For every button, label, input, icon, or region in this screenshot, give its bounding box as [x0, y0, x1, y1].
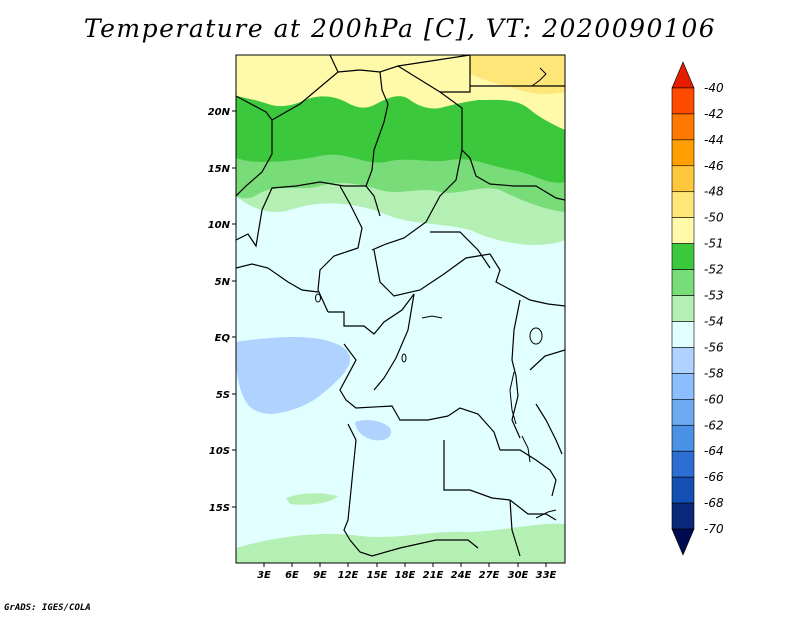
legend-label: -62 — [704, 418, 724, 432]
lat-label-15s: 15S — [209, 503, 230, 514]
legend-label: -52 — [704, 263, 724, 277]
legend-swatch — [671, 139, 695, 167]
legend-label: -40 — [704, 81, 724, 95]
lat-label-eq: EQ — [215, 333, 231, 344]
lat-label-20n: 20N — [208, 107, 231, 118]
lon-label-6e: 6E — [285, 570, 299, 581]
legend-label: -70 — [704, 522, 724, 536]
legend-label: -51 — [704, 237, 724, 251]
legend-label: -66 — [704, 470, 724, 484]
lat-label-5s: 5S — [216, 390, 230, 401]
legend-label: -42 — [704, 107, 724, 121]
legend-label: -54 — [704, 314, 724, 328]
legend-label: -56 — [704, 340, 724, 354]
lon-label-33e: 33E — [536, 570, 557, 581]
legend-swatch — [671, 502, 695, 530]
legend-swatch — [671, 347, 695, 374]
lon-label-24e: 24E — [451, 570, 472, 581]
color-legend: -40 -42 -44 -46 -48 -50 -51 -52 -53 -54 -56 -58 -60 -… — [671, 61, 724, 556]
lon-label-30e: 30E — [508, 570, 529, 581]
lakes — [315, 67, 557, 519]
legend-label: -60 — [704, 392, 724, 406]
country-borders — [236, 55, 565, 557]
legend-label: -48 — [704, 185, 724, 199]
legend-swatch — [671, 243, 695, 270]
lat-label-15n: 15N — [208, 164, 231, 175]
lat-label-10s: 10S — [209, 446, 230, 457]
legend-swatch — [671, 295, 695, 322]
legend-swatch — [671, 424, 695, 452]
legend-label: -58 — [704, 366, 724, 380]
temperature-field — [236, 55, 565, 563]
legend-swatch — [671, 113, 695, 141]
legend-swatch — [671, 87, 695, 115]
legend-swatch — [671, 321, 695, 348]
legend-label: -50 — [704, 211, 724, 225]
lat-label-5n: 5N — [215, 277, 231, 288]
legend-label: -44 — [704, 133, 724, 147]
legend-swatch — [671, 217, 695, 244]
legend-swatch — [671, 191, 695, 218]
legend-swatch — [671, 450, 695, 478]
legend-swatch — [671, 528, 695, 556]
lat-label-10n: 10N — [208, 220, 231, 231]
legend-swatch — [671, 61, 695, 89]
legend-label: -64 — [704, 444, 724, 458]
lon-label-21e: 21E — [423, 570, 444, 581]
lon-label-27e: 27E — [479, 570, 500, 581]
legend-swatch — [671, 165, 695, 193]
lon-label-9e: 9E — [313, 570, 327, 581]
lon-label-18e: 18E — [395, 570, 416, 581]
legend-label: -53 — [704, 289, 724, 303]
legend-swatch — [671, 373, 695, 400]
map-frame — [235, 54, 566, 564]
grads-credit: GrADS: IGES/COLA — [4, 603, 91, 613]
lon-ticks — [263, 563, 547, 567]
legend-swatch — [671, 476, 695, 504]
lon-label-15e: 15E — [367, 570, 388, 581]
legend-label: -68 — [704, 496, 724, 510]
lon-label-12e: 12E — [338, 570, 359, 581]
legend-swatch — [671, 399, 695, 426]
legend-label: -46 — [704, 159, 724, 173]
lon-label-3e: 3E — [257, 570, 271, 581]
lat-ticks — [232, 110, 236, 508]
map-title: Temperature at 200hPa [C], VT: 202009010… — [83, 14, 717, 43]
legend-swatch — [671, 269, 695, 296]
